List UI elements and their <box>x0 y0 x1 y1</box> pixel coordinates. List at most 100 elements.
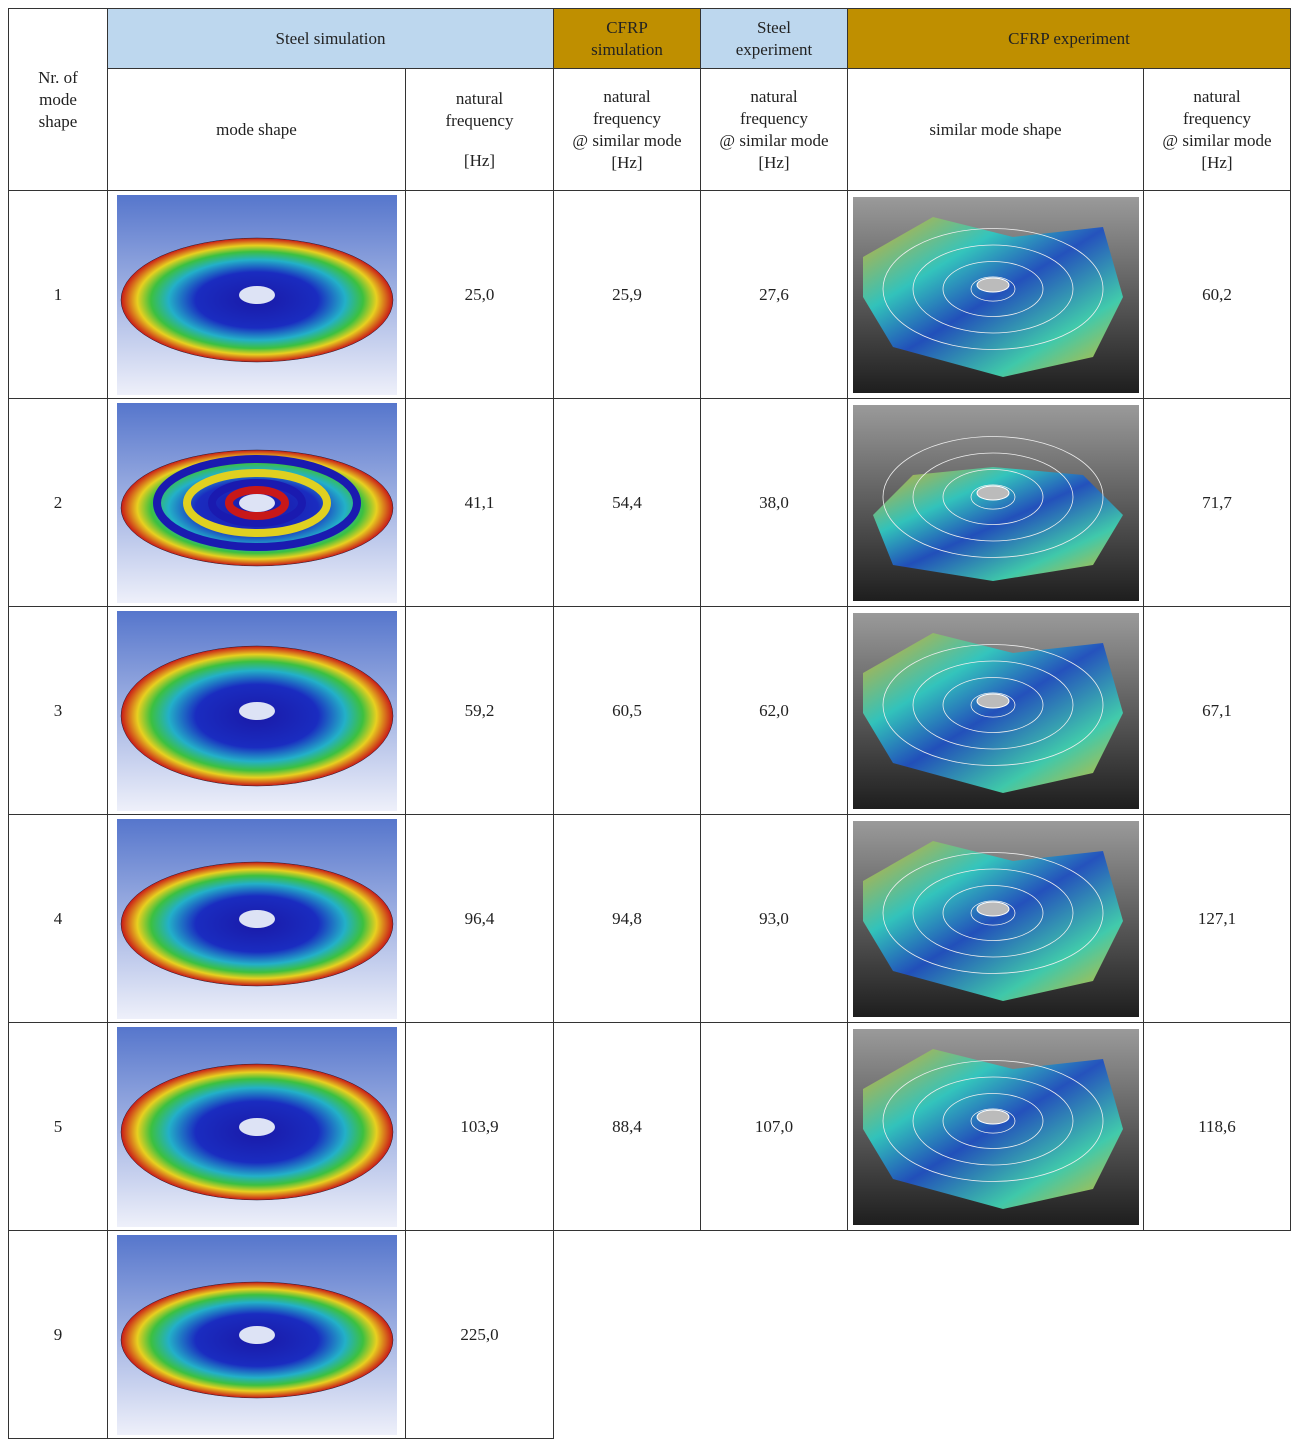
steel-exp-frequency: 107,0 <box>701 1023 848 1231</box>
steel-exp-frequency: 62,0 <box>701 607 848 815</box>
similar-mode-shape <box>848 191 1144 399</box>
steel-exp-frequency: 38,0 <box>701 399 848 607</box>
cfrp-exp-frequency: 127,1 <box>1144 815 1291 1023</box>
ellipse <box>977 1110 1009 1124</box>
mode-shape-image <box>117 611 397 811</box>
cell-line: @ similar mode <box>1144 130 1290 152</box>
steel-sim-frequency: 41,1 <box>406 399 554 607</box>
cell-line: frequency <box>406 110 553 132</box>
cfrp-exp-frequency: 118,6 <box>1144 1023 1291 1231</box>
cell-line: [Hz] <box>1144 152 1290 174</box>
cell-line: similar mode shape <box>848 119 1143 141</box>
steel-exp-frequency: 27,6 <box>701 191 848 399</box>
mode-shape <box>108 1231 406 1439</box>
empty-cell <box>848 1231 1144 1439</box>
ellipse <box>239 1118 275 1136</box>
similar-mode-shape <box>848 399 1144 607</box>
cell-line: Nr. of <box>9 67 107 89</box>
mode-number: 2 <box>9 399 108 607</box>
cell-line: @ similar mode <box>701 130 847 152</box>
cfrp-sim-frequency: 94,8 <box>554 815 701 1023</box>
mode-shape <box>108 191 406 399</box>
similar-mode-shape <box>848 1023 1144 1231</box>
cell-line: frequency <box>554 108 700 130</box>
similar-mode-image <box>853 197 1139 393</box>
sub-header: naturalfrequency@ similar mode[Hz] <box>701 69 848 191</box>
cell-line: natural <box>554 86 700 108</box>
cfrp-sim-frequency: 88,4 <box>554 1023 701 1231</box>
steel-sim-frequency: 25,0 <box>406 191 554 399</box>
ellipse <box>977 278 1009 292</box>
steel-exp-frequency: 93,0 <box>701 815 848 1023</box>
ellipse <box>977 694 1009 708</box>
mode-number: 5 <box>9 1023 108 1231</box>
ellipse <box>239 910 275 928</box>
group-header: Steel simulation <box>108 9 554 69</box>
cfrp-exp-frequency: 71,7 <box>1144 399 1291 607</box>
mode-shape <box>108 399 406 607</box>
mode-shape <box>108 1023 406 1231</box>
sub-header: similar mode shape <box>848 69 1144 191</box>
empty-cell <box>701 1231 848 1439</box>
cell-line: [Hz] <box>554 152 700 174</box>
sub-header: naturalfrequency[Hz] <box>406 69 554 191</box>
similar-mode-image <box>853 405 1139 601</box>
cell-line: natural <box>406 88 553 110</box>
cfrp-exp-frequency: 67,1 <box>1144 607 1291 815</box>
mode-shape-image <box>117 1235 397 1435</box>
cell-line: [Hz] <box>701 152 847 174</box>
cfrp-sim-frequency: 25,9 <box>554 191 701 399</box>
cell-line: shape <box>9 111 107 133</box>
cell-line: @ similar mode <box>554 130 700 152</box>
group-header: CFRP experiment <box>848 9 1291 69</box>
cell-line: CFRP experiment <box>848 28 1290 50</box>
mode-shape-image <box>117 403 397 603</box>
cell-line: mode shape <box>108 119 405 141</box>
cell-line: experiment <box>701 39 847 61</box>
cell-line: natural <box>1144 86 1290 108</box>
page: Nr. ofmodeshapeSteel simulationCFRPsimul… <box>0 0 1292 1439</box>
mode-shape-image <box>117 195 397 395</box>
mode-number: 1 <box>9 191 108 399</box>
ellipse <box>239 702 275 720</box>
empty-cell <box>554 1231 701 1439</box>
mode-number: 9 <box>9 1231 108 1439</box>
cell-line: mode <box>9 89 107 111</box>
cell-line: Steel simulation <box>108 28 553 50</box>
steel-sim-frequency: 96,4 <box>406 815 554 1023</box>
similar-mode-image <box>853 1029 1139 1225</box>
mode-shape-image <box>117 819 397 1019</box>
steel-sim-frequency: 103,9 <box>406 1023 554 1231</box>
cfrp-sim-frequency: 54,4 <box>554 399 701 607</box>
sub-header: mode shape <box>108 69 406 191</box>
ellipse <box>977 486 1009 500</box>
mode-number: 3 <box>9 607 108 815</box>
similar-mode-image <box>853 821 1139 1017</box>
ellipse <box>239 494 275 512</box>
cell-line: frequency <box>1144 108 1290 130</box>
similar-mode-image <box>853 613 1139 809</box>
mode-shape <box>108 815 406 1023</box>
similar-mode-shape <box>848 815 1144 1023</box>
cell-line: Steel <box>701 17 847 39</box>
cell-line: CFRP <box>554 17 700 39</box>
mode-number: 4 <box>9 815 108 1023</box>
corner-header: Nr. ofmodeshape <box>9 9 108 191</box>
steel-sim-frequency: 59,2 <box>406 607 554 815</box>
data-row: 4 96,494,893,0 127,1 <box>9 815 1291 1023</box>
ellipse <box>239 1326 275 1344</box>
cell-line: simulation <box>554 39 700 61</box>
ellipse <box>239 286 275 304</box>
mode-shape <box>108 607 406 815</box>
